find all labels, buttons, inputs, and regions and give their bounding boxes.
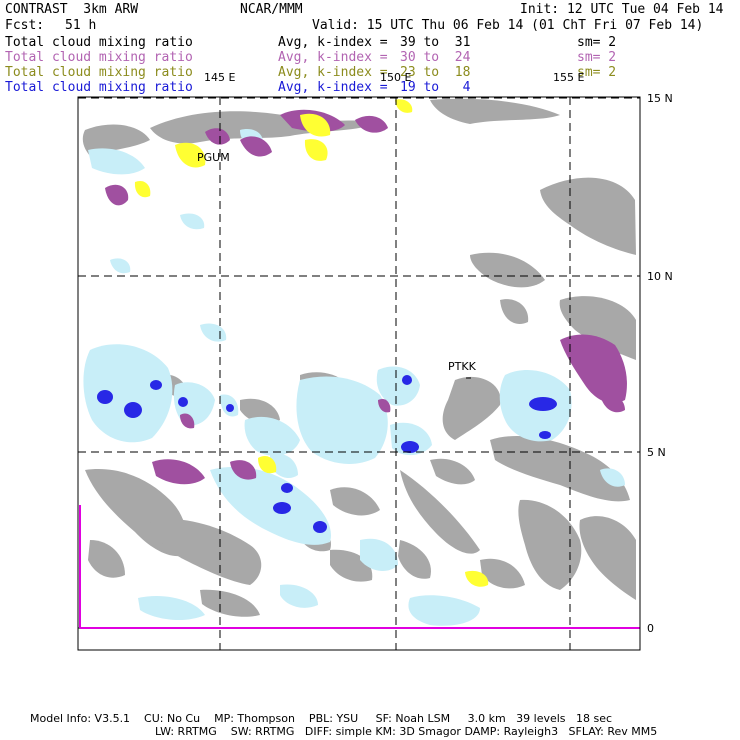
legend-avg-4: Avg, k-index =	[278, 80, 388, 95]
purple-cloud-layer	[105, 109, 627, 485]
legend-range-3: 23 to 18	[400, 65, 471, 80]
valid-time: Valid: 15 UTC Thu 06 Feb 14 (01 ChT Fri …	[312, 18, 704, 33]
lat-label-15n: 15 N	[647, 92, 673, 105]
legend-range-4: 19 to 4	[400, 80, 471, 95]
lat-label-10n: 10 N	[647, 270, 673, 283]
legend-range-1: 39 to 31	[400, 35, 471, 50]
map-frame	[77, 96, 641, 651]
center-title: NCAR/MMM	[240, 2, 303, 17]
legend-avg-3: Avg, k-index =	[278, 65, 388, 80]
legend-avg-1: Avg, k-index =	[278, 35, 388, 50]
lightblue-cloud-layer	[83, 129, 625, 626]
station-ptkk: PTKK	[448, 360, 477, 373]
model-title: CONTRAST 3km ARW	[5, 2, 139, 17]
blue-cloud-layer	[97, 375, 557, 533]
fcst-value: 51 h	[65, 18, 97, 33]
legend-field-3: Total cloud mixing ratio	[5, 65, 193, 80]
lat-label-0: 0	[647, 622, 654, 635]
yellow-cloud-layer	[134, 99, 489, 587]
init-time: Init: 12 UTC Tue 04 Feb 14	[520, 2, 724, 17]
model-info-line-1: Model Info: V3.5.1 CU: No Cu MP: Thompso…	[30, 712, 613, 725]
legend-field-1: Total cloud mixing ratio	[5, 35, 193, 50]
legend-sm-2: sm= 2	[577, 50, 617, 65]
legend-field-2: Total cloud mixing ratio	[5, 50, 193, 65]
model-info-line-2: LW: RRTMG SW: RRTMG DIFF: simple KM: 3D …	[155, 725, 658, 738]
legend-range-2: 30 to 24	[400, 50, 471, 65]
legend-sm-3: sm= 2	[577, 65, 617, 80]
fcst-label: Fcst:	[5, 18, 45, 33]
legend-avg-2: Avg, k-index =	[278, 50, 388, 65]
lat-label-5n: 5 N	[647, 446, 666, 459]
legend-field-4: Total cloud mixing ratio	[5, 80, 193, 95]
domain-boundary	[79, 505, 640, 629]
lon-label-150: 150 E	[380, 71, 411, 84]
station-pgum: PGUM	[197, 151, 230, 164]
lon-label-145: 145 E	[204, 71, 235, 84]
lon-label-155: 155 E	[553, 71, 584, 84]
legend-sm-1: sm= 2	[577, 35, 617, 50]
